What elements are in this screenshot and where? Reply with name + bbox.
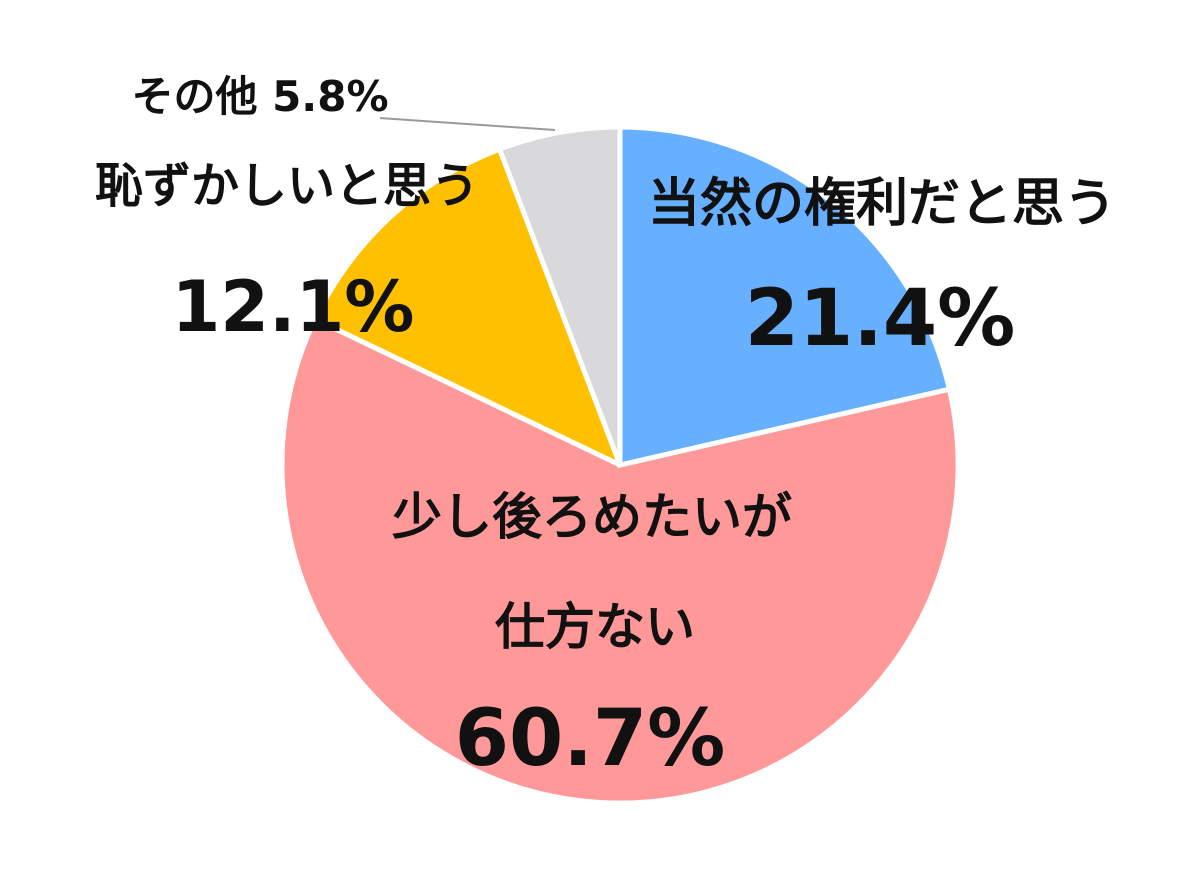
value-guilty: 60.7% <box>454 694 726 784</box>
slice-natural-right <box>617 124 953 469</box>
label-other-value: 5.8% <box>272 72 389 121</box>
label-embarrassed: 恥ずかしいと思う <box>94 158 480 214</box>
leader-line-other <box>379 117 556 131</box>
value-natural-right: 21.4% <box>744 274 1016 364</box>
label-other: その他 5.8% <box>131 76 388 118</box>
slice-guilty <box>279 315 961 806</box>
value-embarrassed: 12.1% <box>171 266 415 348</box>
label-guilty-line1: 少し後ろめたいが <box>392 488 792 546</box>
slice-embarrassed <box>311 145 625 470</box>
label-guilty-line2: 仕方ない <box>495 598 695 656</box>
label-other-name: その他 <box>131 72 258 121</box>
label-natural-right: 当然の権利だと思う <box>647 174 1117 234</box>
